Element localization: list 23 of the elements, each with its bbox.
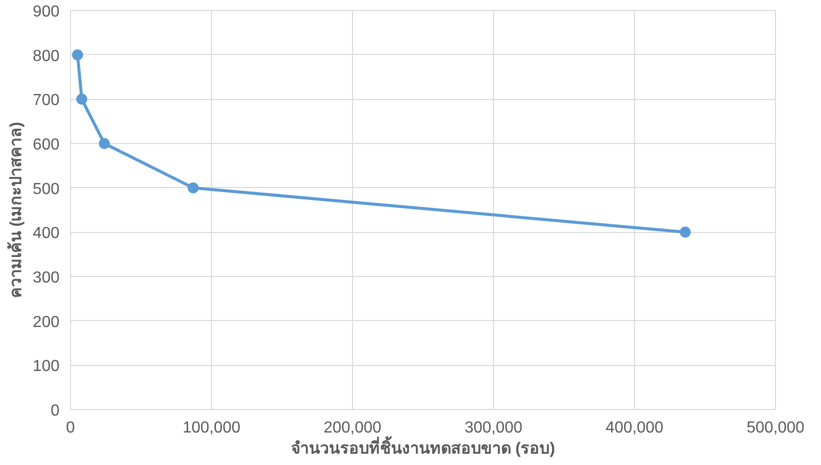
- y-axis-title: ความเค้น (เมกะปาสคาล): [6, 122, 25, 298]
- x-tick-label: 200,000: [324, 420, 382, 436]
- point: [188, 182, 199, 194]
- y-tick-label: 300: [32, 270, 60, 286]
- x-tick-label: 300,000: [464, 420, 523, 436]
- x-tick-label: 0: [66, 420, 76, 436]
- point: [98, 138, 110, 149]
- x-tick-label: 500,000: [746, 420, 805, 436]
- x-tick-label: 100,000: [182, 420, 241, 436]
- y-tick-label: 500: [32, 180, 60, 198]
- y-tick-label: 900: [32, 4, 60, 20]
- point: [72, 49, 84, 60]
- x-tick-label: 400,000: [606, 420, 664, 436]
- point: [76, 94, 88, 105]
- y-tick-label: 100: [32, 358, 60, 376]
- y-tick-label: 800: [32, 48, 60, 65]
- y-tick-label: 600: [32, 136, 60, 154]
- y-tick-label: 200: [32, 314, 60, 331]
- y-tick-label: 700: [32, 92, 60, 110]
- x-axis-title: จำนวนรอบที่ชิ้นงานทดสอบขาด (รอบ): [290, 436, 556, 458]
- point: [680, 226, 691, 238]
- y-tick-label: 0: [50, 402, 60, 420]
- y-tick-label: 400: [32, 225, 60, 242]
